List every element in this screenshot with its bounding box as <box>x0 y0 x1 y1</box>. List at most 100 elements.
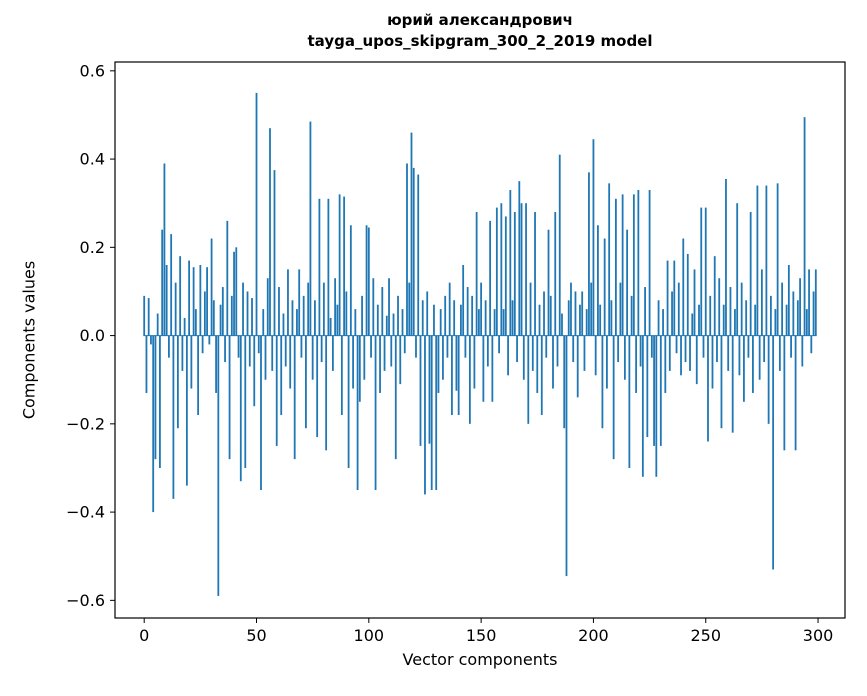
bar <box>606 335 608 389</box>
x-tick-label: 250 <box>690 626 721 645</box>
y-tick-label: 0.0 <box>80 326 105 345</box>
bar <box>424 335 426 495</box>
bar <box>525 203 527 336</box>
bar <box>251 298 253 336</box>
bar <box>363 335 366 380</box>
bar <box>740 282 743 336</box>
bar <box>707 335 709 442</box>
bar <box>500 203 503 336</box>
bar <box>767 335 770 424</box>
bar <box>464 335 467 358</box>
bar <box>662 309 664 336</box>
bar <box>361 295 363 336</box>
chart-title-line2: tayga_upos_skipgram_300_2_2019 model <box>307 32 653 50</box>
bar <box>552 335 554 389</box>
bar <box>462 264 465 336</box>
bar <box>300 335 303 358</box>
bar <box>549 295 552 336</box>
bar <box>585 309 588 336</box>
bar <box>781 282 784 336</box>
bar <box>680 335 682 376</box>
bar <box>468 335 471 424</box>
bar <box>248 335 251 367</box>
bar <box>219 304 222 336</box>
bar <box>576 335 579 398</box>
bar <box>626 229 629 336</box>
bar <box>282 313 285 336</box>
bar <box>289 335 292 389</box>
bar <box>758 335 761 380</box>
bar <box>588 172 590 336</box>
bar <box>509 189 512 336</box>
bar <box>433 304 435 336</box>
bar <box>257 335 260 354</box>
bar <box>345 291 348 336</box>
bar <box>451 335 453 416</box>
bar <box>275 335 278 446</box>
bar <box>812 291 815 336</box>
bar <box>347 335 350 468</box>
bar <box>556 335 559 367</box>
bar <box>199 264 202 336</box>
bar <box>805 309 808 336</box>
bar <box>475 212 478 336</box>
bar <box>511 300 514 336</box>
bar <box>343 196 346 336</box>
bar <box>473 335 476 389</box>
bar <box>208 335 211 345</box>
bar <box>502 309 505 336</box>
bar <box>646 335 649 438</box>
bar <box>302 295 305 336</box>
bar <box>695 335 698 385</box>
bar <box>498 335 500 354</box>
bar <box>772 335 775 570</box>
bar <box>763 335 766 363</box>
bar <box>421 300 424 336</box>
bar <box>774 309 777 336</box>
bar <box>215 335 217 393</box>
bar <box>653 335 655 446</box>
bar <box>516 335 518 363</box>
bar <box>664 335 667 393</box>
bar <box>334 278 337 336</box>
bar <box>565 335 568 577</box>
bar <box>608 183 611 336</box>
bar <box>529 282 532 336</box>
bar <box>210 238 213 336</box>
bar <box>796 300 799 336</box>
bar <box>745 300 748 336</box>
bar <box>444 295 447 336</box>
bar <box>406 163 408 336</box>
bar <box>356 335 359 491</box>
bar <box>226 220 229 336</box>
bar <box>159 335 161 468</box>
bar <box>419 335 422 446</box>
bar <box>684 335 687 363</box>
bar <box>322 282 325 336</box>
bar <box>237 335 240 358</box>
bar <box>446 335 449 358</box>
bar <box>579 304 581 336</box>
bar <box>266 278 269 336</box>
x-tick-label: 50 <box>246 626 266 645</box>
bar <box>453 300 456 336</box>
bar <box>172 335 175 499</box>
y-tick-label: 0.6 <box>80 61 105 80</box>
bar <box>520 203 523 336</box>
bar <box>477 309 480 336</box>
bar <box>540 335 543 416</box>
bar <box>435 335 438 491</box>
bar <box>298 269 301 336</box>
bar <box>594 335 597 376</box>
bar <box>325 335 328 451</box>
bar <box>747 335 750 358</box>
bar <box>756 185 759 336</box>
chart-title-line1: юрий александрович <box>387 11 573 29</box>
bar <box>776 183 779 336</box>
bar <box>230 295 233 336</box>
bar <box>194 309 197 336</box>
bar <box>491 335 494 402</box>
bar <box>311 335 314 380</box>
bar <box>163 163 166 336</box>
bar <box>179 256 182 336</box>
